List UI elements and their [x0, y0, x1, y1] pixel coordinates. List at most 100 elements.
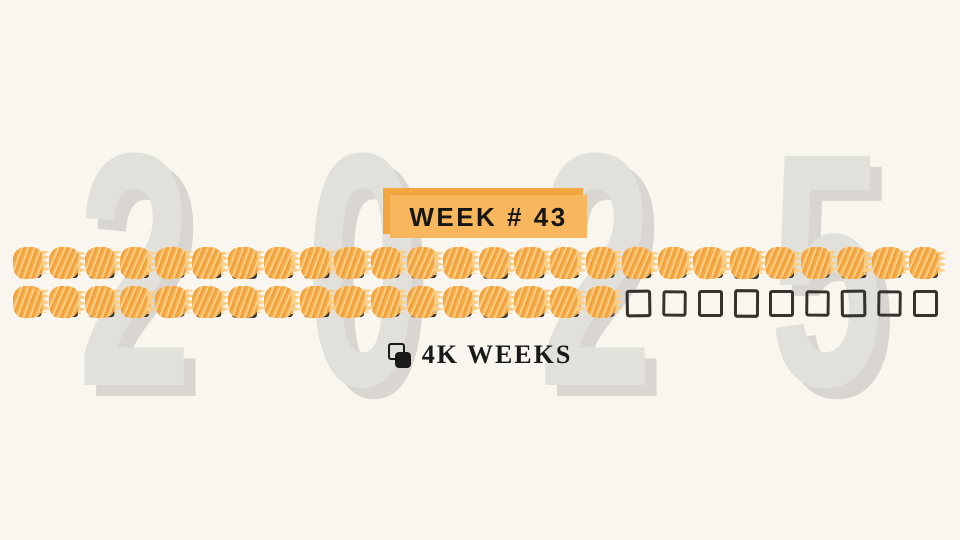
week-checkbox-36-checked[interactable]: [333, 285, 369, 319]
week-checkbox-42-checked[interactable]: [549, 285, 582, 319]
week-checkbox-27-checked[interactable]: [12, 285, 45, 319]
scribble-fill-icon: [657, 246, 690, 280]
checkbox-outline: [877, 290, 902, 317]
week-checkbox-31-checked[interactable]: [154, 285, 190, 319]
scribble-fill-icon: [154, 246, 190, 280]
week-checkbox-17-checked[interactable]: [585, 246, 618, 280]
week-checkbox-41-checked[interactable]: [512, 285, 548, 319]
scribble-fill-icon: [406, 285, 439, 319]
checkbox-outline: [912, 290, 938, 317]
week-checkbox-10-checked[interactable]: [333, 246, 369, 280]
week-checkbox-32-checked[interactable]: [191, 285, 224, 319]
scribble-fill-icon: [549, 246, 582, 280]
week-checkbox-7-checked[interactable]: [227, 246, 260, 280]
scribble-fill-icon: [729, 246, 762, 280]
scribble-fill-icon: [191, 285, 224, 319]
weeks-grid: [12, 246, 941, 319]
checkbox-outline: [662, 290, 687, 317]
week-checkbox-4-checked[interactable]: [120, 246, 152, 280]
scribble-fill-icon: [442, 246, 475, 280]
scribble-fill-icon: [800, 246, 833, 280]
week-checkbox-40-checked[interactable]: [478, 285, 511, 319]
week-checkbox-11-checked[interactable]: [370, 246, 403, 280]
week-checkbox-28-checked[interactable]: [48, 285, 81, 319]
week-checkbox-44-unchecked[interactable]: [625, 289, 652, 318]
scribble-fill-icon: [120, 246, 152, 280]
scribble-fill-icon: [478, 246, 511, 280]
scribble-fill-icon: [12, 246, 45, 280]
scribble-fill-icon: [691, 246, 727, 280]
week-checkbox-16-checked[interactable]: [549, 246, 582, 280]
week-checkbox-25-checked[interactable]: [871, 246, 906, 280]
week-checkbox-15-checked[interactable]: [512, 246, 548, 280]
week-checkbox-30-checked[interactable]: [120, 285, 152, 319]
week-checkbox-23-checked[interactable]: [800, 246, 833, 280]
week-checkbox-26-checked[interactable]: [908, 246, 941, 280]
week-number-label: WEEK # 43: [409, 201, 568, 232]
week-checkbox-39-checked[interactable]: [442, 285, 475, 319]
week-checkbox-46-unchecked[interactable]: [697, 290, 723, 317]
scribble-fill-icon: [442, 285, 475, 319]
week-checkbox-43-checked[interactable]: [585, 285, 618, 319]
week-checkbox-21-checked[interactable]: [729, 246, 762, 280]
scribble-fill-icon: [908, 246, 941, 280]
week-checkbox-2-checked[interactable]: [48, 246, 81, 280]
scribble-fill-icon: [333, 285, 369, 319]
week-checkbox-33-checked[interactable]: [227, 285, 260, 319]
week-row-2: [12, 285, 938, 319]
checkbox-outline: [840, 289, 867, 318]
scribble-fill-icon: [48, 246, 81, 280]
week-number-badge: WEEK # 43: [383, 188, 589, 240]
checkbox-outline: [625, 289, 652, 318]
week-checkbox-52-unchecked[interactable]: [912, 290, 938, 317]
week-checkbox-38-checked[interactable]: [406, 285, 439, 319]
week-checkbox-1-checked[interactable]: [12, 246, 45, 280]
scribble-fill-icon: [512, 246, 548, 280]
week-checkbox-48-unchecked[interactable]: [769, 290, 795, 317]
week-checkbox-20-checked[interactable]: [691, 246, 727, 280]
scribble-fill-icon: [191, 246, 224, 280]
week-checkbox-35-checked[interactable]: [299, 285, 332, 319]
week-checkbox-45-unchecked[interactable]: [662, 290, 687, 317]
scribble-fill-icon: [48, 285, 81, 319]
scribble-fill-icon: [227, 285, 260, 319]
week-checkbox-34-checked[interactable]: [263, 285, 296, 319]
checkbox-outline: [697, 290, 723, 317]
scribble-fill-icon: [871, 246, 906, 280]
week-checkbox-51-unchecked[interactable]: [877, 290, 902, 317]
scribble-fill-icon: [370, 285, 403, 319]
scribble-fill-icon: [84, 246, 117, 280]
week-checkbox-6-checked[interactable]: [191, 246, 224, 280]
brand-label: 4K WEEKS: [421, 340, 573, 369]
scribble-fill-icon: [154, 285, 190, 319]
week-checkbox-8-checked[interactable]: [263, 246, 296, 280]
week-checkbox-29-checked[interactable]: [84, 285, 117, 319]
week-checkbox-5-checked[interactable]: [154, 246, 190, 280]
week-checkbox-18-checked[interactable]: [621, 246, 654, 280]
scribble-fill-icon: [585, 246, 618, 280]
scribble-fill-icon: [263, 285, 296, 319]
week-checkbox-49-unchecked[interactable]: [805, 290, 831, 317]
week-checkbox-22-checked[interactable]: [764, 246, 797, 280]
week-checkbox-14-checked[interactable]: [478, 246, 511, 280]
brand-footer: 4K WEEKS: [0, 339, 960, 371]
scribble-fill-icon: [12, 285, 45, 319]
week-checkbox-9-checked[interactable]: [299, 246, 332, 280]
scribble-fill-icon: [299, 246, 332, 280]
week-checkbox-3-checked[interactable]: [84, 246, 117, 280]
week-checkbox-50-unchecked[interactable]: [840, 289, 867, 318]
week-checkbox-13-checked[interactable]: [442, 246, 475, 280]
week-checkbox-24-checked[interactable]: [836, 246, 869, 280]
week-checkbox-37-checked[interactable]: [370, 285, 403, 319]
scribble-fill-icon: [406, 246, 439, 280]
scribble-fill-icon: [299, 285, 332, 319]
copy-squares-icon: [387, 342, 411, 368]
badge-front-layer: WEEK # 43: [390, 195, 587, 238]
week-checkbox-19-checked[interactable]: [657, 246, 690, 280]
week-checkbox-12-checked[interactable]: [406, 246, 439, 280]
week-checkbox-47-unchecked[interactable]: [733, 289, 759, 318]
scribble-fill-icon: [478, 285, 511, 319]
scribble-fill-icon: [585, 285, 618, 319]
scribble-fill-icon: [84, 285, 117, 319]
